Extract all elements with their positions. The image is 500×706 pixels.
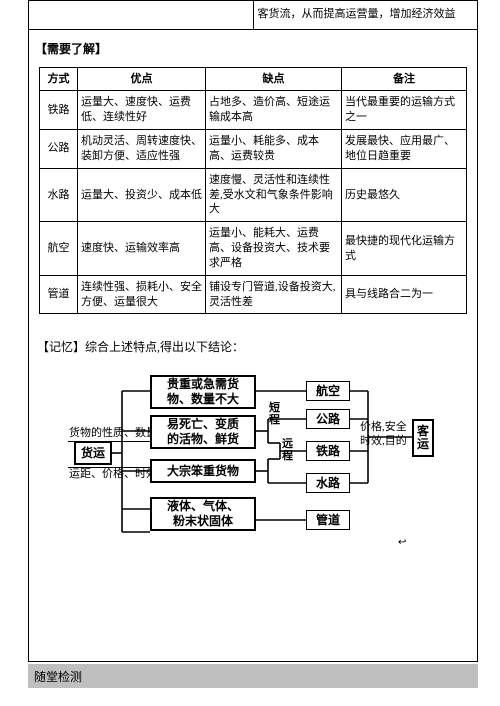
cell-dis: 速度慢、灵活性和连续性差,受水文和气象条件影响大 — [206, 168, 342, 222]
cell-adv: 运量大、速度快、运费低、连续性好 — [78, 91, 206, 130]
label-short-distance: 短程 — [269, 403, 283, 426]
footer-section-bar: 随堂检测 — [28, 664, 478, 688]
table-row: 公路 机动灵活、周转速度快、装卸方便、适应性强 运量小、耗能多、成本高、运费较贵… — [40, 130, 467, 169]
cell-note: 发展最快、应用最广、地位日趋重要 — [342, 130, 467, 169]
node-cat-perishable: 易死亡、变质的活物、鲜货 — [150, 415, 256, 449]
node-mode-rail: 铁路 — [306, 441, 350, 461]
node-mode-water: 水路 — [306, 473, 350, 493]
footer-label: 随堂检测 — [34, 668, 82, 685]
cell-note: 历史最悠久 — [342, 168, 467, 222]
node-mode-air: 航空 — [306, 381, 350, 401]
stray-mark: ↩ — [398, 537, 406, 548]
section-need-to-know: 【需要了解】 — [29, 30, 477, 63]
cell-dis: 运量小、耗能多、成本高、运费较贵 — [206, 130, 342, 169]
node-cat-bulk: 大宗笨重货物 — [150, 459, 256, 483]
cell-dis: 铺设专门管道,设备投资大,灵活性差 — [206, 275, 342, 314]
node-mode-road: 公路 — [306, 409, 350, 429]
table-row: 航空 速度快、运输效率高 运量小、能耗大、运费高、设备投资大、技术要求严格 最快… — [40, 222, 467, 276]
cell-note: 具与线路合二为一 — [342, 275, 467, 314]
cell-adv: 速度快、运输效率高 — [78, 222, 206, 276]
top-right-cell: 客货流，从而提高运营量，增加经济效益 — [253, 1, 477, 29]
passenger-sub-label: 价格,安全时效,目的 — [360, 421, 418, 447]
cell-mode: 水路 — [40, 168, 78, 222]
cell-dis: 占地多、造价高、短途运输成本高 — [206, 91, 342, 130]
node-cat-precious: 贵重或急需货物、数量不大 — [150, 375, 256, 409]
cell-mode: 管道 — [40, 275, 78, 314]
comparison-table: 方式 优点 缺点 备注 铁路 运量大、速度快、运费低、连续性好 占地多、造价高、… — [39, 67, 467, 315]
th-note: 备注 — [342, 67, 467, 91]
node-root-freight: 货运 — [74, 441, 112, 465]
cell-mode: 航空 — [40, 222, 78, 276]
cell-adv: 连续性强、损耗小、安全方便、运量很大 — [78, 275, 206, 314]
node-cat-fluid: 液体、气体、粉末状固体 — [150, 497, 256, 531]
root-sub-label-2: 运距、价格、时效 — [68, 467, 158, 481]
label-long-distance: 远程 — [282, 439, 296, 462]
cell-dis: 运量小、能耗大、运费高、设备投资大、技术要求严格 — [206, 222, 342, 276]
table-row: 水路 运量大、投资少、成本低 速度慢、灵活性和连续性差,受水文和气象条件影响大 … — [40, 168, 467, 222]
th-adv: 优点 — [78, 67, 206, 91]
th-mode: 方式 — [40, 67, 78, 91]
cell-adv: 运量大、投资少、成本低 — [78, 168, 206, 222]
table-row: 铁路 运量大、速度快、运费低、连续性好 占地多、造价高、短途运输成本高 当代最重… — [40, 91, 467, 130]
table-header-row: 方式 优点 缺点 备注 — [40, 67, 467, 91]
th-dis: 缺点 — [206, 67, 342, 91]
top-split-row: 客货流，从而提高运营量，增加经济效益 — [29, 1, 477, 30]
diagram-flowchart: 货运 货物的性质、数量 运距、价格、时效 贵重或急需货物、数量不大 易死亡、变质… — [68, 369, 438, 569]
cell-mode: 铁路 — [40, 91, 78, 130]
cell-mode: 公路 — [40, 130, 78, 169]
table-row: 管道 连续性强、损耗小、安全方便、运量很大 铺设专门管道,设备投资大,灵活性差 … — [40, 275, 467, 314]
root-sub-label-1: 货物的性质、数量 — [68, 427, 158, 441]
cell-note: 最快捷的现代化运输方式 — [342, 222, 467, 276]
node-mode-pipe: 管道 — [306, 510, 350, 530]
cell-adv: 机动灵活、周转速度快、装卸方便、适应性强 — [78, 130, 206, 169]
top-left-cell — [29, 1, 253, 29]
section-memory: 【记忆】综合上述特点,得出以下结论： — [29, 324, 477, 361]
page-frame: 客货流，从而提高运营量，增加经济效益 【需要了解】 方式 优点 缺点 备注 铁路… — [28, 0, 478, 662]
cell-note: 当代最重要的运输方式之一 — [342, 91, 467, 130]
